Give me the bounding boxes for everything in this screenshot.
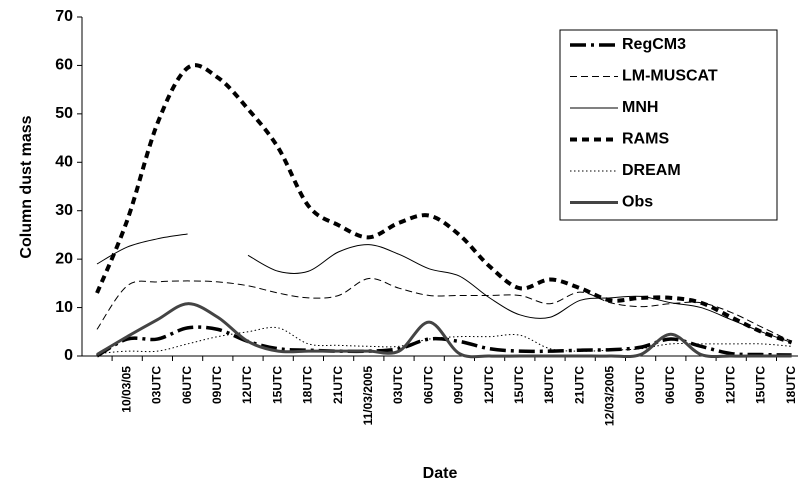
x-tick-label: 09UTC [693,366,707,404]
series-line [96,326,792,355]
x-tick-label: 11/03/2005 [361,366,375,426]
legend-label: RAMS [622,131,669,148]
y-tick-label: 70 [55,8,73,25]
legend-label: DREAM [622,162,681,179]
x-tick-label: 12UTC [240,366,254,404]
x-tick-label: 12UTC [482,366,496,404]
x-tick-label: 12/03/2005 [603,366,617,426]
x-tick-label: 03UTC [633,366,647,404]
y-tick-label: 20 [55,250,73,267]
legend-label: Obs [622,194,653,211]
y-tick-label: 30 [55,202,73,219]
y-axis-label: Column dust mass [18,115,35,258]
x-tick-label: 09UTC [452,366,466,404]
x-axis-label: Date [423,465,458,482]
series-line [95,63,793,345]
x-tick-label: 21UTC [572,366,586,404]
series-line [96,277,792,342]
legend-label: LM-MUSCAT [622,68,718,85]
x-tick-label: 18UTC [301,366,315,404]
y-tick-label: 50 [55,105,73,122]
x-tick-label: 15UTC [270,366,284,404]
x-tick-label: 15UTC [512,366,526,404]
x-tick-label: 21UTC [331,366,345,404]
legend-label: RegCM3 [622,36,686,53]
legend-box [559,29,778,221]
x-tick-label: 12UTC [723,366,737,404]
x-tick-label: 06UTC [663,366,677,404]
x-tick-label: 03UTC [150,366,164,404]
x-tick-label: 15UTC [754,366,768,404]
x-tick-label: 18UTC [784,366,798,404]
series-line [96,233,792,343]
series-line [96,325,792,358]
legend-label: MNH [622,99,658,116]
x-tick-label: 03UTC [391,366,405,404]
y-tick-label: 60 [55,57,73,74]
y-tick-label: 40 [55,154,73,171]
x-tick-label: 10/03/05 [119,366,133,413]
series-line [96,302,792,359]
x-tick-label: 09UTC [210,366,224,404]
x-tick-label: 06UTC [180,366,194,404]
x-tick-label: 06UTC [421,366,435,404]
y-tick-label: 10 [55,299,73,316]
y-tick-label: 0 [64,347,73,364]
x-tick-label: 18UTC [542,366,556,404]
